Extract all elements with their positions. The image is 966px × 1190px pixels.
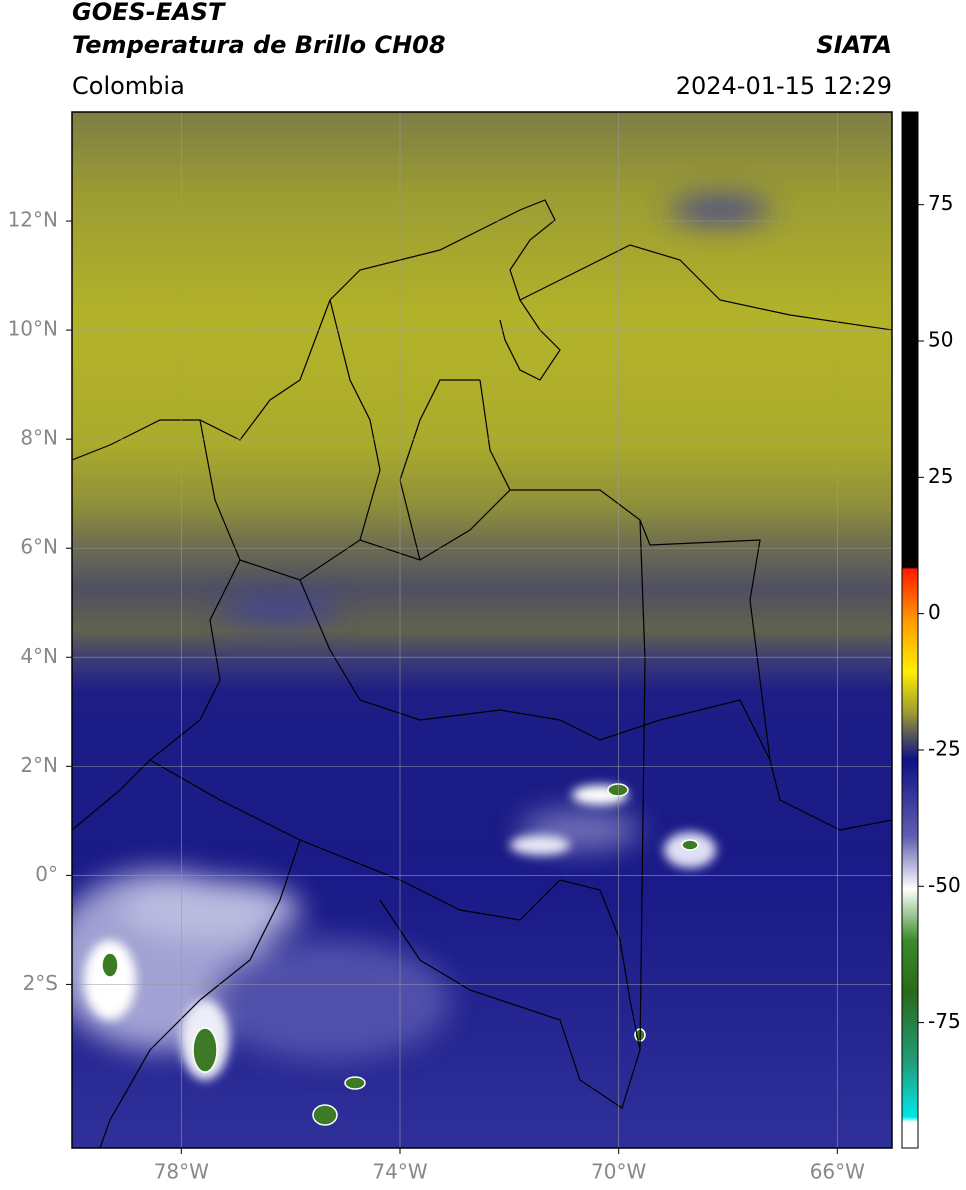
lat-tick-label: 10°N (8, 317, 58, 341)
lat-tick-label: 6°N (20, 535, 58, 559)
colorbar-tick-label: -75 (928, 1009, 961, 1033)
lon-tick-label: 78°W (154, 1160, 209, 1184)
colorbar-tick-label: 50 (928, 328, 953, 352)
source: SIATA (816, 31, 892, 59)
colorbar-tick-label: -25 (928, 736, 961, 760)
lat-tick-label: 12°N (8, 208, 58, 232)
lon-tick-label: 66°W (810, 1160, 865, 1184)
lat-tick-label: 2°S (23, 971, 58, 995)
lat-tick-label: 2°N (20, 753, 58, 777)
colorbar-tick-label: 0 (928, 600, 941, 624)
lon-tick-label: 70°W (591, 1160, 646, 1184)
colorbar-tick-label: 75 (928, 191, 953, 215)
lat-tick-label: 0° (35, 862, 58, 886)
lon-tick-label: 74°W (372, 1160, 427, 1184)
map-frame (71, 111, 893, 1149)
colorbar (901, 111, 919, 1149)
region: Colombia (72, 72, 185, 100)
title: GOES-EAST (72, 0, 226, 26)
lat-tick-label: 4°N (20, 644, 58, 668)
map-image (72, 112, 892, 1148)
graticule (72, 112, 892, 1148)
colorbar-tick-label: -50 (928, 873, 961, 897)
subtitle: Temperatura de Brillo CH08 (72, 31, 446, 59)
datetime: 2024-01-15 12:29 (676, 72, 892, 100)
lat-tick-label: 8°N (20, 426, 58, 450)
colorbar-tick-label: 25 (928, 464, 953, 488)
